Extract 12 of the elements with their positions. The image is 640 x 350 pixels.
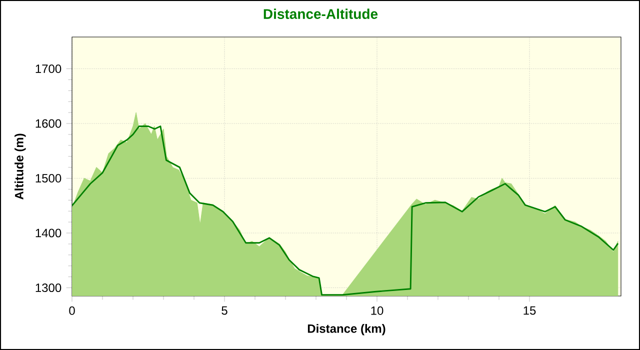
x-tick-label: 15 [524, 306, 536, 315]
x-tick-label: 5 [222, 306, 228, 315]
y-tick-label: 1500 [36, 174, 62, 183]
y-axis-title: Altitude (m) [14, 134, 26, 200]
chart-title: Distance-Altitude [264, 8, 378, 19]
y-tick-label: 1600 [36, 119, 62, 128]
x-tick-label: 0 [69, 306, 75, 315]
y-tick-label: 1300 [36, 284, 62, 292]
y-tick-label: 1700 [36, 64, 62, 74]
x-axis-title: Distance (km) [308, 324, 386, 336]
x-tick-label: 10 [371, 306, 384, 315]
y-tick-label: 1400 [36, 228, 62, 238]
